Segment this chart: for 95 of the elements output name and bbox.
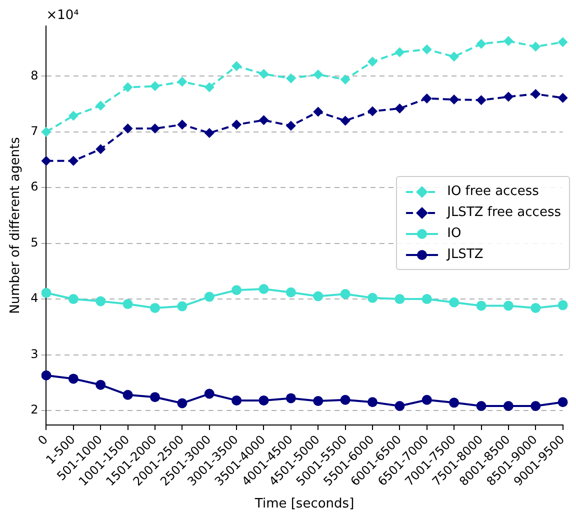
point — [41, 156, 52, 166]
point — [258, 395, 269, 406]
point — [232, 120, 242, 130]
point — [476, 38, 486, 49]
point — [177, 301, 188, 312]
point — [232, 61, 242, 72]
point — [313, 291, 324, 302]
point — [503, 92, 514, 102]
point — [150, 302, 160, 313]
legend-label: IO free access — [447, 184, 539, 199]
point — [449, 297, 460, 308]
point — [68, 294, 78, 304]
point — [96, 144, 106, 154]
text: ×10⁴ — [46, 8, 79, 23]
point — [68, 110, 78, 121]
x-axis-title: Time [seconds] — [254, 496, 354, 512]
point — [558, 397, 568, 408]
point — [476, 95, 486, 106]
point — [258, 284, 269, 294]
point — [232, 285, 242, 296]
point — [177, 76, 188, 87]
point — [286, 287, 296, 298]
point — [41, 288, 52, 298]
point — [122, 124, 133, 134]
point — [422, 44, 432, 54]
point — [286, 120, 296, 131]
point — [368, 292, 378, 303]
point — [122, 299, 133, 310]
point — [340, 116, 350, 126]
y-tick-label: 8 — [30, 68, 38, 82]
y-tick-label: 2 — [30, 402, 38, 417]
point — [150, 81, 160, 92]
point — [340, 394, 350, 405]
y-axis-title: Number of different agents — [8, 136, 24, 314]
point — [422, 294, 432, 304]
y-tick-label: 5 — [30, 235, 38, 250]
point — [340, 289, 350, 300]
point — [68, 156, 78, 166]
point — [368, 56, 378, 67]
point — [204, 292, 214, 302]
point — [286, 73, 296, 84]
point — [68, 374, 78, 384]
point — [449, 52, 460, 62]
point — [177, 398, 188, 408]
point — [96, 380, 106, 390]
point — [150, 124, 160, 134]
point — [41, 126, 52, 137]
point — [476, 300, 486, 311]
point — [340, 74, 350, 84]
point — [313, 396, 324, 406]
legend-label: JLSTZ free access — [447, 205, 561, 220]
y-tick-label: 3 — [30, 346, 38, 361]
y-tick-label: 7 — [30, 124, 38, 138]
point — [503, 300, 514, 311]
point — [530, 88, 541, 99]
point — [449, 94, 460, 105]
point — [476, 401, 486, 412]
point — [394, 294, 405, 304]
point — [558, 37, 568, 48]
point — [150, 392, 160, 402]
point — [96, 296, 106, 306]
point — [394, 47, 405, 58]
point — [394, 401, 405, 412]
y-tick-label: 4 — [30, 291, 38, 306]
point — [558, 300, 568, 310]
point — [204, 82, 214, 92]
point — [41, 370, 52, 380]
x-tick-label: 0 — [35, 432, 51, 448]
point — [422, 93, 432, 104]
point — [96, 100, 106, 111]
point — [122, 82, 133, 92]
point — [204, 388, 214, 399]
point — [503, 401, 514, 412]
point — [558, 92, 568, 103]
point — [368, 397, 378, 408]
point — [422, 394, 432, 405]
point — [530, 401, 541, 412]
point — [258, 115, 269, 126]
point — [177, 120, 188, 130]
point — [503, 36, 514, 46]
point — [530, 42, 541, 52]
point — [286, 393, 296, 404]
legend-label: IO — [447, 226, 462, 241]
point — [530, 302, 541, 313]
point — [368, 106, 378, 116]
point — [258, 68, 269, 79]
point — [204, 128, 214, 138]
point — [313, 69, 324, 80]
point — [449, 398, 460, 408]
point — [313, 106, 324, 117]
y-tick-label: 6 — [30, 180, 38, 194]
point — [122, 390, 133, 400]
point — [394, 103, 405, 114]
point — [232, 395, 242, 406]
legend-label: JLSTZ — [447, 247, 484, 262]
